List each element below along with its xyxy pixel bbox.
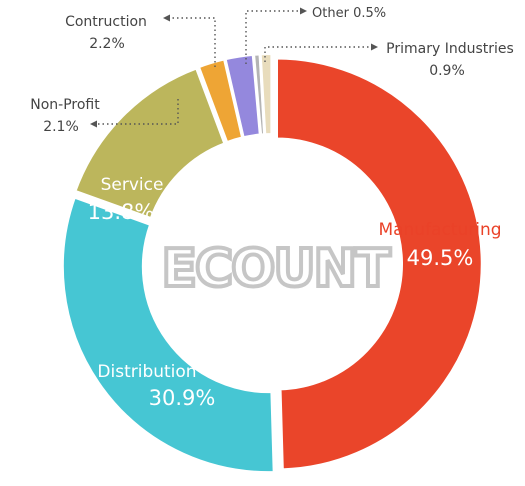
leader-non-profit-arrow-icon: [90, 120, 97, 128]
value-distribution: 30.9%: [149, 386, 216, 410]
label-manufacturing: Manufacturing: [378, 220, 501, 240]
value-manufacturing: 49.5%: [407, 246, 474, 270]
leader-line-group: [90, 7, 378, 128]
slice-service: [72, 66, 227, 221]
slice-group: [60, 51, 484, 475]
leader-construction: [170, 17, 216, 67]
value-other: 0.5%: [353, 6, 386, 21]
logo-text: ECOUNT: [161, 239, 391, 299]
label-other: Other 0.5%: [312, 6, 386, 21]
label-service: Service: [101, 175, 164, 195]
leader-primary-industries-arrow-icon: [371, 43, 378, 51]
slice-manufacturing: [275, 56, 484, 472]
ecount-logo: ECOUNT: [159, 237, 395, 301]
slice-distribution: [60, 195, 276, 475]
value-primary-industries: 0.9%: [429, 63, 465, 79]
label-construction: Contruction: [65, 14, 147, 30]
label-primary-industries: Primary Industries: [386, 41, 514, 57]
label-non-profit: Non-Profit: [30, 97, 100, 113]
value-non-profit: 2.1%: [43, 119, 79, 135]
leader-other-arrow-icon: [300, 7, 307, 15]
label-other-name: Other: [312, 6, 350, 21]
label-distribution: Distribution: [97, 362, 196, 382]
value-construction: 2.2%: [89, 36, 125, 52]
leader-primary-industries: [264, 46, 371, 62]
slice-primary-industries: [258, 51, 274, 137]
leader-construction-arrow-icon: [163, 14, 170, 22]
value-service: 13.8%: [88, 200, 155, 224]
